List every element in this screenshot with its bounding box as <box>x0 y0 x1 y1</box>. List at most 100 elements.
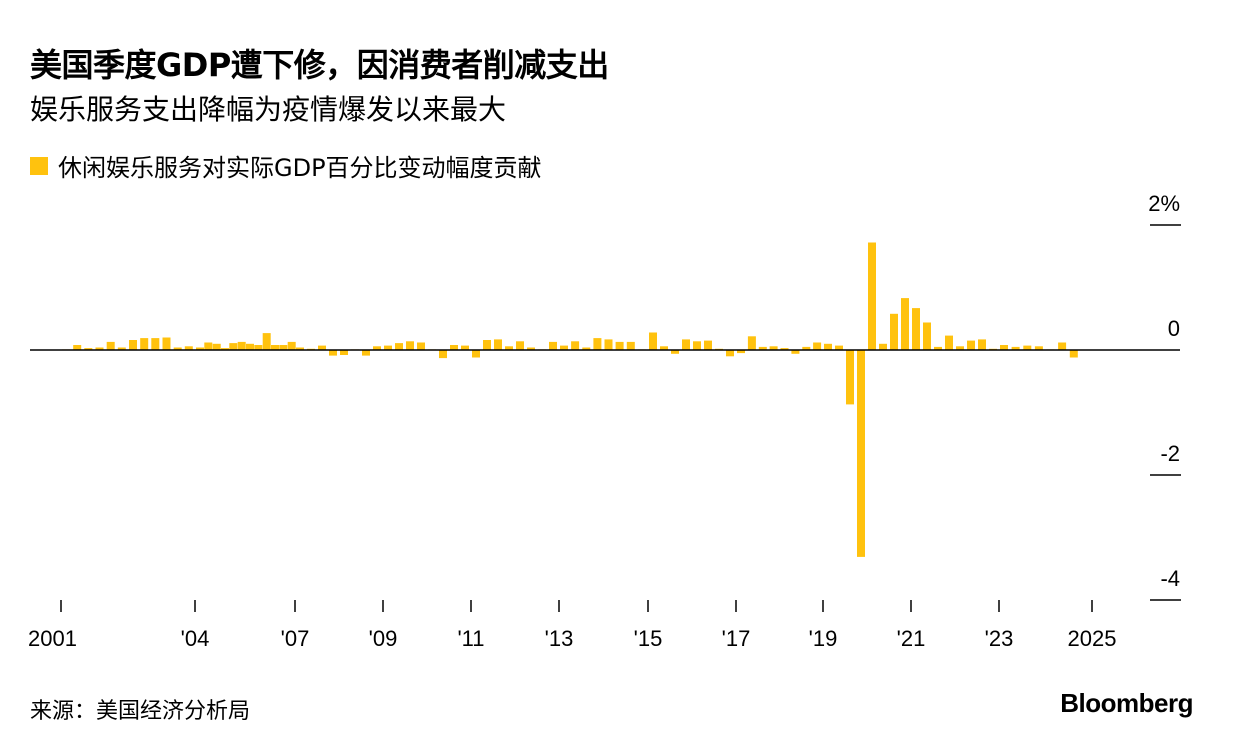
bar <box>527 347 535 350</box>
x-tick-label: '23 <box>985 626 1014 651</box>
bar <box>693 341 701 351</box>
y-tick-label: 2% <box>1148 191 1180 216</box>
bar <box>287 341 296 350</box>
bar <box>84 348 93 350</box>
bar <box>615 341 624 350</box>
bar <box>726 350 734 357</box>
legend-swatch <box>30 156 48 175</box>
bar <box>1069 350 1078 358</box>
x-tick-label: '09 <box>369 626 398 651</box>
bar <box>802 346 811 350</box>
bar <box>229 343 238 350</box>
bar <box>196 347 204 350</box>
bar <box>560 345 568 350</box>
bar <box>549 341 557 350</box>
bar <box>439 350 447 359</box>
bar <box>340 350 348 355</box>
bar <box>604 339 613 350</box>
chart-title: 美国季度GDP遭下修，因消费者削减支出 <box>30 46 609 84</box>
bar <box>384 345 392 350</box>
bar <box>945 335 953 350</box>
bar <box>758 346 767 350</box>
bar <box>95 347 104 350</box>
bar <box>857 350 865 557</box>
bar <box>151 338 160 350</box>
bar <box>516 341 524 351</box>
bar <box>329 350 337 356</box>
bar <box>846 350 854 405</box>
bar <box>450 345 458 350</box>
bar <box>237 341 246 350</box>
bar <box>967 340 975 350</box>
bar <box>868 242 876 350</box>
bar <box>737 350 745 354</box>
bar <box>279 345 288 350</box>
bar <box>483 340 491 350</box>
bar <box>296 347 304 350</box>
bar <box>271 345 279 350</box>
bar <box>1058 342 1067 350</box>
bar <box>173 347 182 350</box>
bar <box>254 345 263 350</box>
bar <box>140 338 149 350</box>
bar <box>626 341 635 350</box>
bar <box>593 338 602 350</box>
bar <box>956 346 964 351</box>
bar <box>184 346 193 351</box>
bar <box>890 313 898 351</box>
bar <box>1034 346 1043 351</box>
bar <box>671 350 679 354</box>
bar <box>978 339 986 350</box>
bar <box>73 345 82 350</box>
bar <box>395 343 403 350</box>
bar <box>813 342 822 350</box>
legend-label: 休闲娱乐服务对实际GDP百分比变动幅度贡献 <box>58 154 542 182</box>
x-tick-label: '07 <box>281 626 310 651</box>
bar <box>704 340 712 350</box>
bar <box>879 343 887 351</box>
bar <box>824 343 832 351</box>
bar <box>162 337 171 350</box>
bar <box>417 342 425 350</box>
source-note: 来源：美国经济分析局 <box>30 699 251 724</box>
y-tick-label: -2 <box>1160 441 1180 466</box>
bar <box>682 339 690 350</box>
bar <box>934 346 942 350</box>
bar <box>204 342 213 350</box>
bar <box>769 346 778 351</box>
x-tick-label: 2025 <box>1068 626 1117 651</box>
bar <box>780 348 789 350</box>
bar <box>373 346 381 351</box>
bar <box>246 343 254 351</box>
bar <box>106 341 115 350</box>
x-tick-label: '13 <box>545 626 574 651</box>
legend: 休闲娱乐服务对实际GDP百分比变动幅度贡献 <box>30 148 542 183</box>
bar <box>1023 345 1032 350</box>
bar <box>494 339 502 350</box>
bar <box>117 347 126 350</box>
chart-subtitle: 娱乐服务支出降幅为疫情爆发以来最大 <box>30 93 507 126</box>
bar <box>912 308 920 350</box>
bar <box>660 346 668 351</box>
bar <box>406 341 414 351</box>
bar <box>221 348 229 350</box>
x-tick-label: '21 <box>897 626 926 651</box>
bar <box>901 298 909 350</box>
bar <box>649 332 657 350</box>
x-tick-label: '19 <box>809 626 838 651</box>
x-tick-label: 2001 <box>28 626 77 651</box>
bar <box>262 333 271 350</box>
x-tick-label: '11 <box>457 626 484 651</box>
bar <box>362 350 370 356</box>
bar <box>461 345 469 350</box>
bar <box>212 343 221 351</box>
bar <box>505 346 513 351</box>
bar <box>582 347 591 350</box>
bar <box>571 341 580 351</box>
bar <box>923 322 931 350</box>
bar <box>747 336 756 351</box>
x-tick-label: '15 <box>634 626 663 651</box>
x-tick-label: '04 <box>181 626 210 651</box>
bar <box>791 350 800 354</box>
x-tick-label: '17 <box>722 626 751 651</box>
